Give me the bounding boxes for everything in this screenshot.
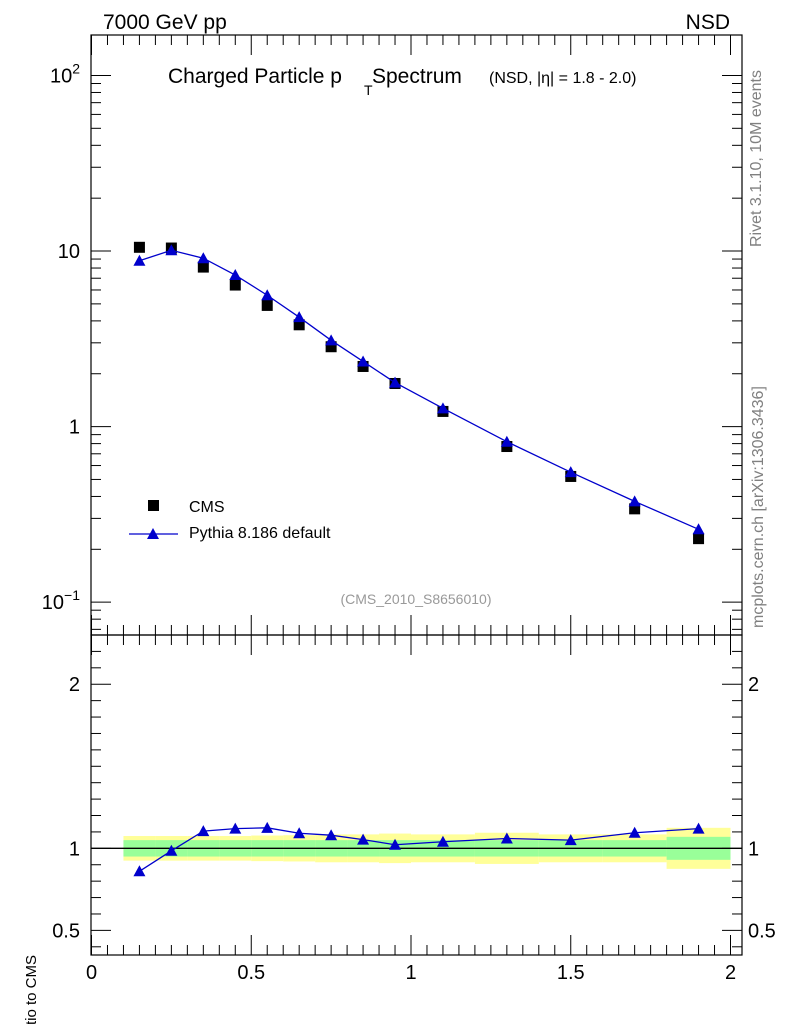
title-subscript: T: [364, 82, 373, 98]
ratio-y-tick-label: 2: [69, 674, 80, 696]
pythia-point: [357, 355, 370, 367]
title-main-2: Spectrum: [372, 65, 462, 88]
title-main: Charged Particle p: [168, 65, 342, 88]
cms-data-point: [133, 241, 145, 253]
main-y-axis: 102 10 1 10−1: [42, 60, 742, 630]
pythia-point: [165, 244, 178, 256]
legend-pythia-marker: [147, 528, 159, 539]
pythia-point: [436, 402, 449, 414]
ratio-point: [357, 833, 370, 845]
legend-cms-label: CMS: [189, 499, 225, 516]
pythia-point: [564, 466, 577, 478]
ratio-y-tick-label: 1: [69, 838, 80, 860]
x-tick-label: 0.5: [237, 962, 265, 984]
process-label: NSD: [686, 11, 730, 34]
analysis-tag: (CMS_2010_S8656010): [341, 591, 492, 607]
pythia-point: [692, 523, 705, 535]
pythia-point: [325, 334, 338, 346]
cms-data-point: [229, 279, 241, 291]
main-y-tick-label: 102: [50, 60, 80, 87]
ratio-y-tick-label-right: 2: [748, 674, 759, 696]
cms-data-point: [629, 503, 641, 515]
x-tick-label: 2: [725, 962, 736, 984]
ratio-point: [165, 844, 178, 856]
x-axis: 0 0.5 1 1.5 2: [86, 35, 736, 984]
title-qualifier: (NSD, |η| = 1.8 - 2.0): [489, 70, 636, 87]
main-y-tick-label: 10−1: [42, 587, 80, 614]
ratio-y-tick-label-right: 1: [748, 838, 759, 860]
cms-data-point: [293, 319, 305, 331]
ratio-point: [229, 822, 242, 834]
ratio-y-tick-label-right: 0.5: [748, 920, 776, 942]
x-tick-label: 1.5: [557, 962, 585, 984]
cms-data-point: [357, 360, 369, 372]
x-tick-label: 1: [405, 962, 416, 984]
pythia-point: [229, 269, 242, 281]
rivet-label: Rivet 3.1.10, 10M events: [748, 70, 765, 247]
ratio-point: [628, 826, 641, 838]
main-y-tick-label: 1: [69, 417, 80, 439]
pythia-point: [628, 495, 641, 507]
ratio-point: [261, 821, 274, 833]
cms-data-point: [325, 341, 337, 353]
ratio-point: [436, 835, 449, 847]
pythia-point: [133, 254, 146, 266]
pythia-line: [139, 249, 699, 530]
pythia-point: [261, 289, 274, 301]
legend-pythia-label: Pythia 8.186 default: [189, 525, 331, 542]
main-panel-frame: [90, 34, 743, 636]
legend-cms-marker: [148, 500, 159, 511]
x-tick-label: 0: [86, 962, 97, 984]
ratio-point: [500, 832, 513, 844]
main-y-tick-label: 10: [58, 241, 80, 263]
ratio-panel-frame: [90, 634, 743, 956]
ratio-y-axis: 0.5 0.5 1 1 2 2: [52, 650, 776, 948]
ratio-point: [293, 827, 306, 839]
chart-title: Charged Particle p T Spectrum (NSD, |η| …: [168, 65, 636, 98]
cms-data-point: [261, 299, 273, 311]
cms-data-point: [693, 533, 705, 545]
pythia-point: [500, 435, 513, 447]
ratio-y-axis-label: Ratio to CMS: [23, 955, 40, 1024]
pythia-point: [389, 376, 402, 388]
collision-label: 7000 GeV pp: [103, 11, 227, 34]
legend: CMS Pythia 8.186 default: [129, 499, 331, 542]
ratio-point: [325, 829, 338, 841]
ratio-point: [389, 838, 402, 850]
cms-data-point: [197, 261, 209, 273]
ratio-line: [139, 827, 699, 872]
ratio-point: [692, 822, 705, 834]
pythia-point: [293, 311, 306, 323]
mcplots-label: mcplots.cern.ch [arXiv:1306.3436]: [750, 386, 767, 628]
ratio-y-tick-label: 0.5: [52, 920, 80, 942]
ratio-point: [564, 834, 577, 846]
ratio-point: [133, 865, 146, 877]
pythia-point: [197, 252, 210, 264]
ratio-point: [197, 825, 210, 837]
